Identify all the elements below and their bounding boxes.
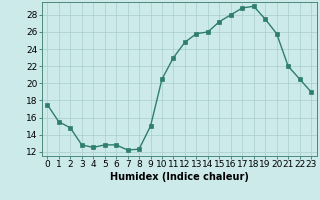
X-axis label: Humidex (Indice chaleur): Humidex (Indice chaleur) xyxy=(110,172,249,182)
